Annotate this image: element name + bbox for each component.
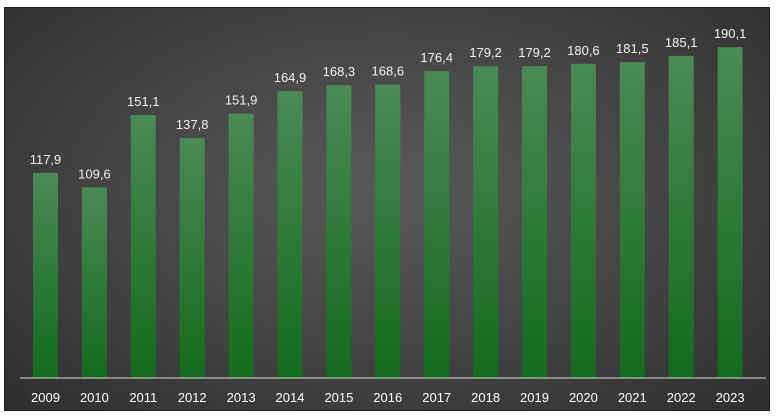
x-tick-label-2016: 2016 (373, 390, 402, 405)
data-label-2023: 190,1 (714, 26, 747, 41)
x-tick-label-2021: 2021 (618, 390, 647, 405)
x-tick-label-2020: 2020 (569, 390, 598, 405)
data-label-2017: 176,4 (420, 50, 453, 65)
x-tick-label-2009: 2009 (31, 390, 60, 405)
bar-2013 (228, 113, 254, 378)
data-label-2015: 168,3 (323, 64, 356, 79)
data-label-2020: 180,6 (567, 43, 600, 58)
data-label-2012: 137,8 (176, 117, 209, 132)
x-tick-label-2019: 2019 (520, 390, 549, 405)
data-label-2013: 151,9 (225, 93, 258, 108)
x-tick-label-2013: 2013 (227, 390, 256, 405)
bar-2015 (326, 85, 352, 378)
bar-2022 (668, 55, 694, 379)
bar-2020 (570, 63, 596, 379)
bar-2009 (33, 172, 58, 378)
x-tick-label-2014: 2014 (276, 390, 305, 405)
bar-2023 (717, 47, 743, 378)
bar-2019 (522, 66, 547, 378)
bars-layer (33, 47, 743, 379)
bar-2012 (179, 138, 205, 378)
bar-2018 (473, 66, 499, 378)
x-tick-label-2022: 2022 (667, 390, 696, 405)
bar-2010 (81, 187, 107, 378)
data-label-2019: 179,2 (518, 45, 551, 60)
bar-2014 (277, 91, 303, 378)
x-tick-label-2012: 2012 (178, 390, 207, 405)
data-label-2010: 109,6 (78, 166, 111, 181)
bar-2021 (619, 62, 645, 378)
data-label-2016: 168,6 (372, 64, 405, 79)
data-label-2022: 185,1 (665, 35, 698, 50)
x-tick-label-2023: 2023 (716, 390, 745, 405)
x-tick-label-2017: 2017 (422, 390, 451, 405)
bar-2011 (130, 115, 156, 378)
x-tick-label-2011: 2011 (129, 390, 157, 405)
x-tick-label-2018: 2018 (471, 390, 500, 405)
x-tick-label-2015: 2015 (324, 390, 353, 405)
bar-2016 (375, 84, 401, 378)
data-label-2009: 117,9 (30, 152, 62, 167)
x-tick-label-2010: 2010 (80, 390, 109, 405)
data-label-2011: 151,1 (127, 94, 160, 109)
x-tick-labels-layer: 2009 2010 2011 2012 2013 2014 2015 2016 2017 2018… (31, 390, 745, 405)
bar-2017 (424, 71, 450, 378)
data-labels-layer: 117,9 109,6 151,1 137,8 151,9 164,9 168,3 168,6… (30, 26, 747, 181)
data-label-2018: 179,2 (469, 45, 502, 60)
data-label-2021: 181,5 (616, 41, 649, 56)
data-label-2014: 164,9 (274, 70, 307, 85)
